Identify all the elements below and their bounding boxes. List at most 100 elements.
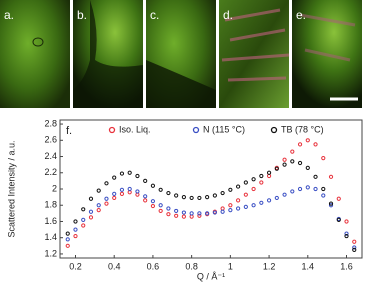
data-point (236, 206, 241, 211)
x-tick-label: 1.6 (340, 261, 353, 271)
data-point (305, 138, 310, 143)
data-point (143, 178, 148, 183)
data-point (352, 239, 357, 244)
data-point (228, 187, 233, 192)
data-point (290, 159, 295, 164)
data-point (243, 204, 248, 209)
data-point (88, 215, 94, 220)
data-point (259, 200, 264, 205)
legend-label: Iso. Liq. (119, 124, 151, 134)
data-point (282, 192, 287, 197)
data-point (297, 160, 303, 166)
legend-marker (108, 126, 116, 134)
panel-label: f. (66, 125, 72, 137)
data-point (127, 190, 132, 195)
data-point (266, 173, 272, 179)
data-point (174, 193, 179, 198)
data-point (135, 192, 140, 197)
legend-marker (192, 126, 200, 134)
micrograph (0, 0, 70, 108)
x-tick-label: 1.2 (263, 261, 276, 271)
y-tick-label: 1.2 (44, 248, 57, 258)
data-point (259, 173, 264, 179)
data-point (205, 211, 210, 216)
data-point (88, 196, 94, 201)
data-point (135, 173, 140, 179)
data-point (143, 198, 148, 203)
data-point (290, 189, 295, 194)
data-point (127, 186, 132, 192)
data-point (104, 196, 109, 201)
data-point (243, 192, 248, 197)
x-tick-label: 1.4 (302, 261, 315, 271)
data-point (119, 171, 125, 176)
data-point (181, 214, 186, 219)
data-point (174, 213, 179, 218)
data-point (266, 198, 272, 203)
y-tick-label: 2.8 (44, 118, 57, 128)
data-point (305, 185, 310, 190)
domain (146, 60, 216, 108)
data-point (88, 209, 94, 214)
stripes (299, 13, 356, 62)
data-point (344, 233, 349, 239)
data-point (212, 210, 217, 215)
data-point (220, 190, 225, 196)
data-point (189, 214, 194, 219)
y-tick-label: 1.4 (44, 232, 57, 242)
x-axis-label: Q / Å⁻¹ (197, 271, 225, 281)
data-point (127, 170, 132, 175)
y-axis-label: Scattered Intensity / a.u. (6, 140, 16, 237)
panel-label: d. (223, 8, 233, 22)
data-point (158, 187, 163, 192)
data-point (73, 227, 78, 232)
data-point (166, 190, 171, 196)
data-point (150, 203, 156, 209)
data-point (81, 223, 86, 228)
domain (73, 0, 143, 108)
panel-label: e. (296, 8, 306, 22)
data-point (181, 195, 186, 200)
data-point (96, 208, 101, 213)
panel-label: b. (77, 8, 87, 22)
data-point (282, 162, 287, 167)
data-point (274, 195, 279, 201)
y-tick-label: 1.6 (44, 216, 57, 226)
data-point (328, 201, 334, 206)
data-point (104, 181, 109, 186)
data-point (251, 186, 256, 192)
data-point (158, 208, 163, 214)
data-point (135, 189, 140, 194)
data-point (73, 233, 78, 239)
data-point (143, 194, 148, 199)
data-point (189, 195, 194, 201)
data-point (119, 191, 125, 196)
micrographs: a. b. c. d. e. (0, 0, 362, 108)
stripes (221, 8, 290, 82)
data-point (112, 195, 117, 201)
data-point (65, 231, 70, 236)
data-point (220, 206, 225, 211)
data-point (344, 219, 349, 224)
data-point (336, 196, 341, 201)
data-point (297, 142, 303, 147)
data-point (236, 184, 241, 189)
data-point (197, 195, 202, 201)
data-point (321, 193, 326, 198)
data-point (166, 206, 171, 211)
data-point (212, 193, 217, 198)
data-point (197, 211, 202, 216)
y-tick-label: 2.2 (44, 167, 57, 177)
data-point (104, 201, 109, 206)
y-tick-label: 2 (52, 183, 57, 193)
data-point (220, 209, 225, 214)
defect (32, 37, 44, 47)
data-point (336, 217, 341, 222)
x-tick-label: 0.6 (147, 261, 160, 271)
data-point (112, 175, 117, 180)
data-point (352, 247, 357, 252)
data-point (321, 156, 326, 161)
data-point (158, 203, 163, 208)
